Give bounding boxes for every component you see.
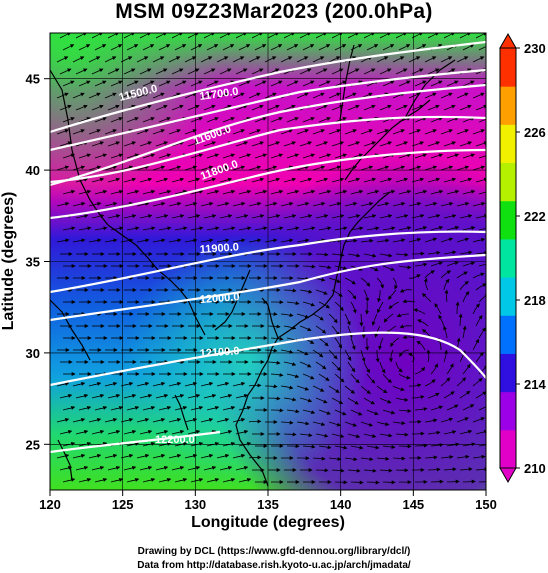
- colorbar-tick-label: 226: [524, 125, 546, 140]
- coastline: [50, 44, 456, 487]
- colorbar-segment: [500, 391, 516, 431]
- map-title: MSM 09Z23Mar2023 (200.0hPa): [115, 0, 433, 23]
- contour-label: 12000.0: [199, 291, 240, 306]
- y-tick-label: 25: [26, 437, 40, 452]
- colorbar-segment: [500, 48, 516, 87]
- x-tick-label: 125: [112, 497, 134, 512]
- wind-streamlines: [56, 33, 486, 485]
- x-tick-label: 145: [402, 497, 424, 512]
- colorbar-tick-label: 210: [524, 461, 546, 476]
- colorbar-segment: [500, 353, 516, 393]
- contour-label: 11900.0: [199, 241, 239, 256]
- footer-credit-data: Data from http://database.rish.kyoto-u.a…: [137, 560, 411, 571]
- colorbar-segment: [500, 277, 516, 316]
- colorbar-segment: [500, 124, 516, 164]
- y-tick-label: 45: [26, 72, 40, 87]
- height-contours: [50, 40, 486, 454]
- x-tick-label: 135: [257, 497, 279, 512]
- x-axis-label: Longitude (degrees): [191, 514, 345, 531]
- footer-credit-drawing: Drawing by DCL (https://www.gfd-dennou.o…: [137, 546, 411, 557]
- x-tick-label: 130: [184, 497, 206, 512]
- colorbar-segment: [500, 429, 516, 469]
- colorbar-segment: [500, 86, 516, 125]
- x-tick-label: 120: [39, 497, 61, 512]
- y-axis-label: Latitude (degrees): [0, 192, 17, 331]
- colorbar-segment: [500, 162, 516, 202]
- colorbar-tick-label: 230: [524, 41, 546, 56]
- x-axis: 120 125 130 135 140 145 150: [39, 490, 497, 512]
- colorbar-segment: [500, 238, 516, 278]
- colorbar-segment: [500, 315, 516, 354]
- colorbar-tick-label: 218: [524, 293, 546, 308]
- colorbar-tick-label: 214: [524, 377, 546, 392]
- colorbar-max-arrow: [499, 32, 517, 49]
- colorbar-min-arrow: [499, 467, 517, 484]
- plot-area: [50, 33, 486, 490]
- y-tick-label: 30: [26, 346, 40, 361]
- x-tick-label: 140: [330, 497, 352, 512]
- y-tick-label: 40: [26, 163, 40, 178]
- contour-label: 11700.0: [199, 86, 239, 103]
- y-axis: 25 30 35 40 45: [26, 72, 50, 452]
- colorbar-tick-label: 222: [524, 209, 546, 224]
- y-tick-label: 35: [26, 255, 40, 270]
- x-tick-label: 150: [475, 497, 497, 512]
- contour-label: 12100.0: [199, 345, 240, 360]
- colorbar: 210 214 218 222 226 230: [499, 32, 546, 484]
- contour-label: 12200.0: [155, 434, 195, 446]
- colorbar-segment: [500, 200, 516, 240]
